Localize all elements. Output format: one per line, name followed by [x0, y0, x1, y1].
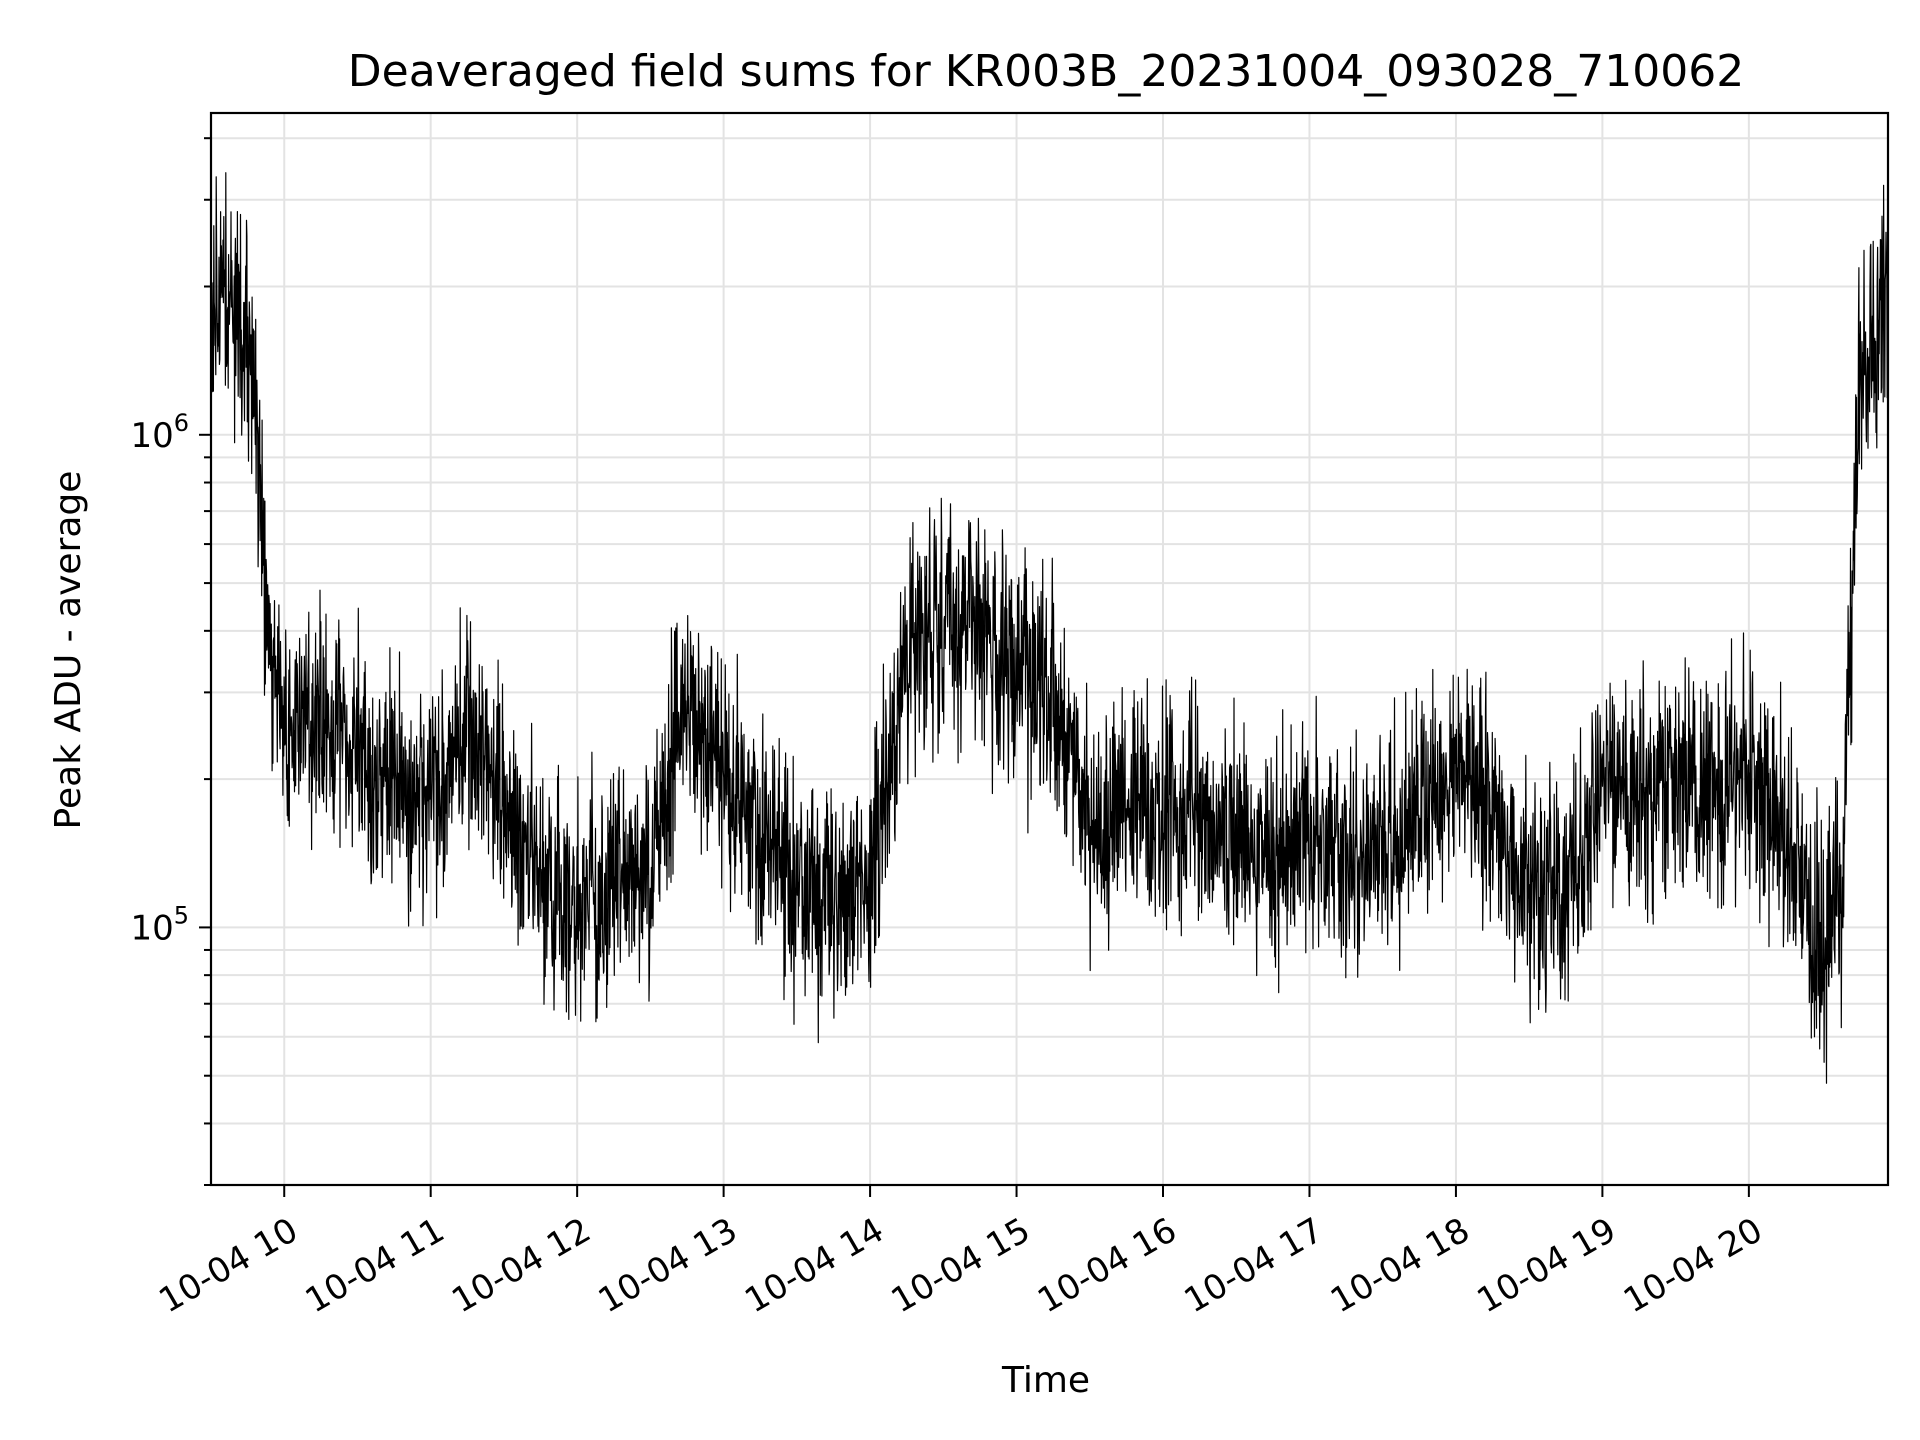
y-tick-label-base: 10 — [130, 908, 173, 948]
grid — [211, 113, 1888, 1186]
y-tick-label-base: 10 — [130, 416, 173, 456]
chart-title: Deaveraged field sums for KR003B_2023100… — [348, 46, 1744, 97]
y-tick-label: 105 — [130, 901, 189, 948]
data-series-line — [210, 172, 1889, 1084]
y-tick-label-exponent: 5 — [174, 901, 189, 929]
plot-area-frame — [209, 111, 1890, 1187]
y-axis-label: Peak ADU - average — [48, 471, 89, 830]
y-tick-label: 106 — [130, 409, 189, 456]
x-axis-label: Time — [1001, 1360, 1090, 1401]
series-group — [210, 172, 1889, 1084]
y-tick-label-exponent: 6 — [174, 409, 189, 437]
